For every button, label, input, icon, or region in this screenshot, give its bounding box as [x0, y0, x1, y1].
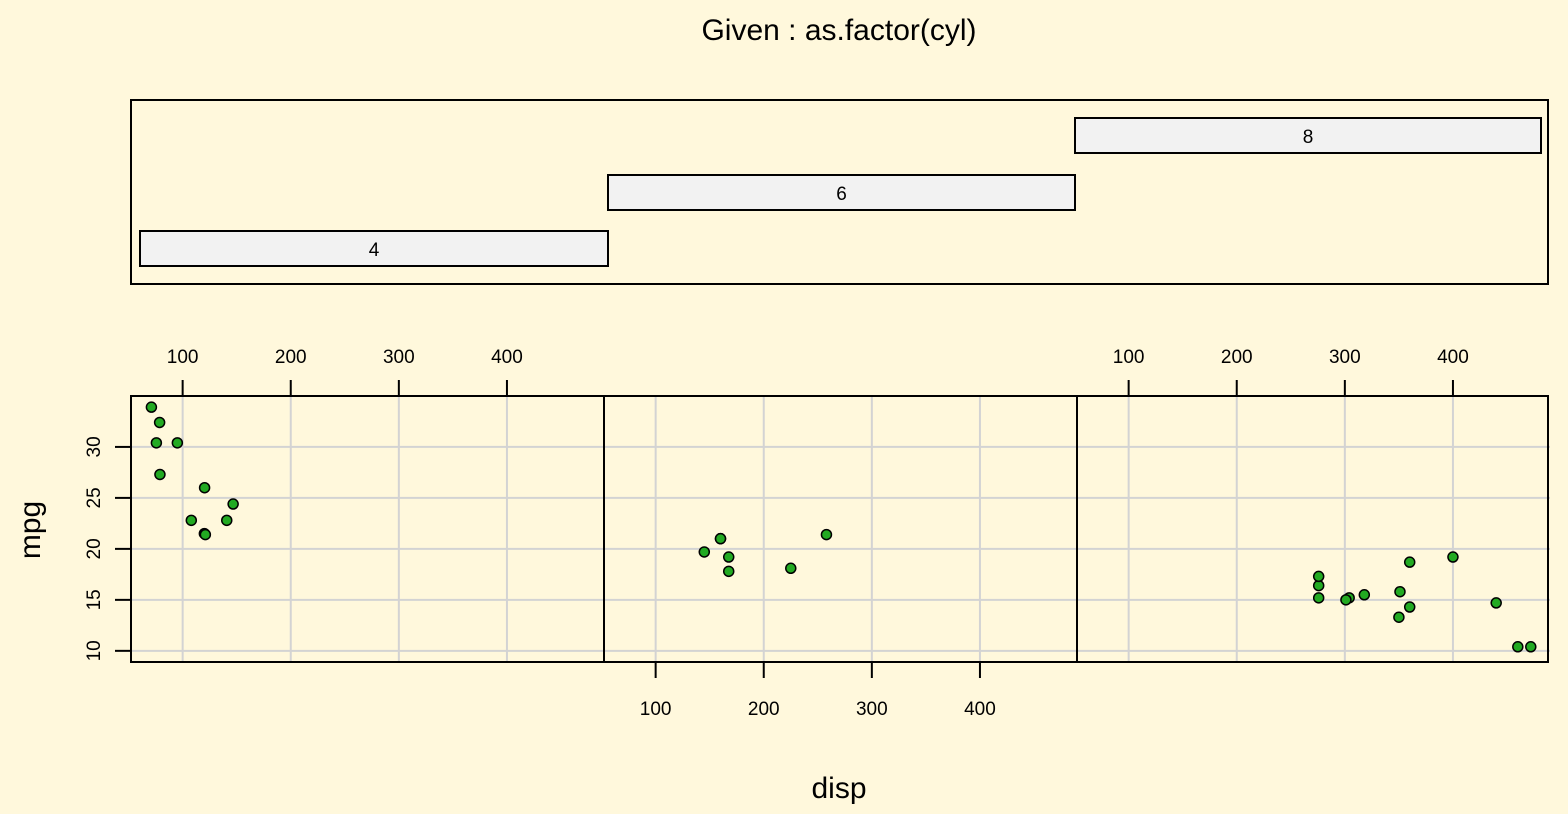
given-strip-4 [139, 230, 609, 267]
x-tick-label: 100 [167, 347, 199, 368]
data-point [722, 565, 735, 578]
given-strip-label: 4 [369, 240, 380, 261]
x-tick-label: 400 [964, 699, 996, 720]
chart-title: Given : as.factor(cyl) [701, 14, 976, 47]
given-strip-6 [607, 174, 1076, 211]
x-tick-label: 100 [640, 699, 672, 720]
y-axis-label: mpg [14, 501, 47, 559]
x-tick-label: 200 [748, 699, 780, 720]
x-tick-label: 400 [491, 347, 523, 368]
data-point [185, 514, 198, 527]
data-point [1512, 641, 1524, 653]
x-tick-label: 400 [1437, 347, 1469, 368]
data-point [1525, 641, 1537, 653]
data-point [221, 514, 233, 527]
x-axis-label: disp [811, 772, 866, 805]
axes: 100 200 300 400 100 200 300 400 100 200 300 400 10 15… [84, 347, 1469, 720]
data-point [785, 562, 797, 575]
given-panel-frame [130, 99, 1549, 285]
data-point [198, 481, 211, 494]
panel-8 [1077, 396, 1550, 662]
scatter-panels [130, 395, 1550, 663]
data-point [722, 551, 735, 563]
data-point [1403, 556, 1416, 568]
data-point [1490, 597, 1502, 609]
given-strips: 4 6 8 [139, 117, 1542, 267]
panel-6 [604, 396, 1077, 662]
panel-4 [131, 396, 604, 662]
data-point [820, 528, 833, 541]
given-strip-label: 8 [1303, 127, 1314, 148]
data-point [1447, 551, 1459, 563]
data-point [1403, 601, 1416, 613]
y-tick-label: 25 [84, 487, 105, 508]
data-point [698, 546, 711, 558]
x-tick-label: 200 [275, 347, 307, 368]
x-tick-label: 300 [383, 347, 415, 368]
data-point [199, 528, 212, 541]
x-tick-label: 100 [1113, 347, 1145, 368]
data-point [150, 437, 163, 449]
given-strip-8 [1074, 117, 1542, 154]
y-tick-label: 20 [84, 538, 105, 559]
data-point [1312, 570, 1325, 583]
data-point [714, 532, 727, 545]
y-tick-label: 30 [84, 436, 105, 457]
y-tick-label: 10 [84, 640, 105, 661]
x-tick-label: 300 [856, 699, 888, 720]
x-tick-label: 200 [1221, 347, 1253, 368]
data-point [1393, 611, 1405, 623]
data-point [145, 401, 158, 413]
data-point [1394, 585, 1406, 598]
given-strip-label: 6 [836, 184, 847, 205]
data-point [227, 498, 239, 510]
data-point [1340, 594, 1352, 606]
data-point [154, 468, 166, 481]
data-point [153, 416, 166, 429]
data-point [171, 437, 184, 449]
data-points [145, 401, 1537, 653]
y-tick-label: 15 [84, 589, 105, 610]
data-point [1312, 592, 1325, 604]
data-point [1358, 589, 1371, 601]
x-tick-label: 300 [1329, 347, 1361, 368]
